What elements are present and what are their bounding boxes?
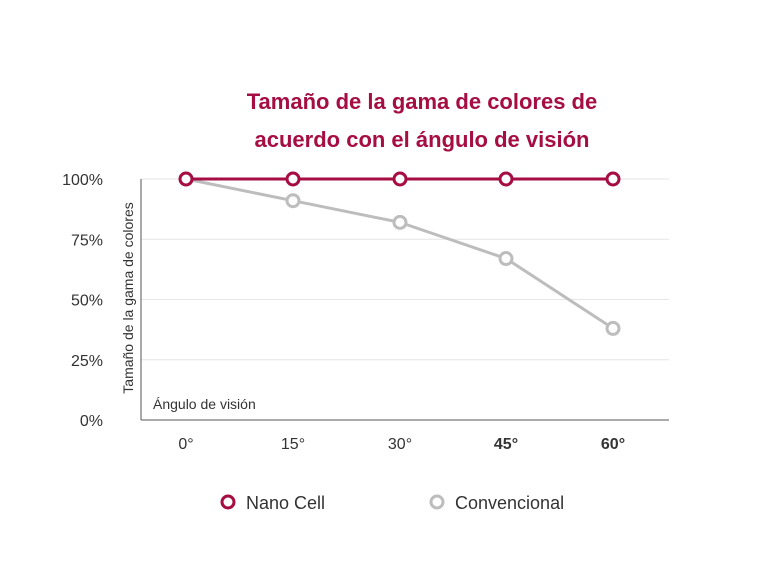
y-axis-ticks: 100% 75% 50% 25% 0% bbox=[62, 172, 103, 430]
x-tick-label: 15° bbox=[281, 436, 305, 453]
chart-title-line-2: acuerdo con el ángulo de visión bbox=[255, 127, 590, 152]
grid-lines bbox=[141, 178, 669, 361]
series-nano-cell bbox=[178, 171, 621, 187]
y-tick-label: 75% bbox=[71, 232, 103, 249]
series-line-convencional bbox=[185, 177, 614, 330]
data-point-nano-cell bbox=[605, 171, 621, 187]
chart-title-line-1: Tamaño de la gama de colores de bbox=[247, 89, 598, 114]
data-point-convencional bbox=[605, 320, 621, 336]
legend: Nano Cell Convencional bbox=[220, 493, 564, 513]
legend-marker-convencional bbox=[429, 494, 445, 510]
y-axis-label: Tamaño de la gama de colores bbox=[120, 202, 136, 393]
x-tick-label: 60° bbox=[601, 436, 625, 453]
legend-label-nano-cell: Nano Cell bbox=[246, 493, 325, 513]
x-axis-ticks: 0° 15° 30° 45° 60° bbox=[178, 436, 625, 453]
legend-marker-nano-cell bbox=[220, 494, 236, 510]
series-convencional bbox=[178, 171, 621, 336]
legend-label-convencional: Convencional bbox=[455, 493, 564, 513]
data-point-convencional bbox=[392, 214, 408, 230]
data-point-nano-cell bbox=[392, 171, 408, 187]
data-point-nano-cell bbox=[498, 171, 514, 187]
data-point-convencional bbox=[498, 251, 514, 267]
x-tick-label: 30° bbox=[388, 436, 412, 453]
x-tick-label: 0° bbox=[178, 436, 193, 453]
y-tick-label: 100% bbox=[62, 172, 103, 189]
data-point-nano-cell bbox=[178, 171, 194, 187]
data-point-convencional bbox=[285, 193, 301, 209]
data-point-nano-cell bbox=[285, 171, 301, 187]
y-tick-label: 50% bbox=[71, 293, 103, 310]
y-tick-label: 25% bbox=[71, 353, 103, 370]
x-tick-label: 45° bbox=[494, 436, 518, 453]
x-axis-label: Ángulo de visión bbox=[153, 396, 256, 412]
y-tick-label: 0% bbox=[80, 413, 103, 430]
series-layer bbox=[178, 171, 621, 336]
